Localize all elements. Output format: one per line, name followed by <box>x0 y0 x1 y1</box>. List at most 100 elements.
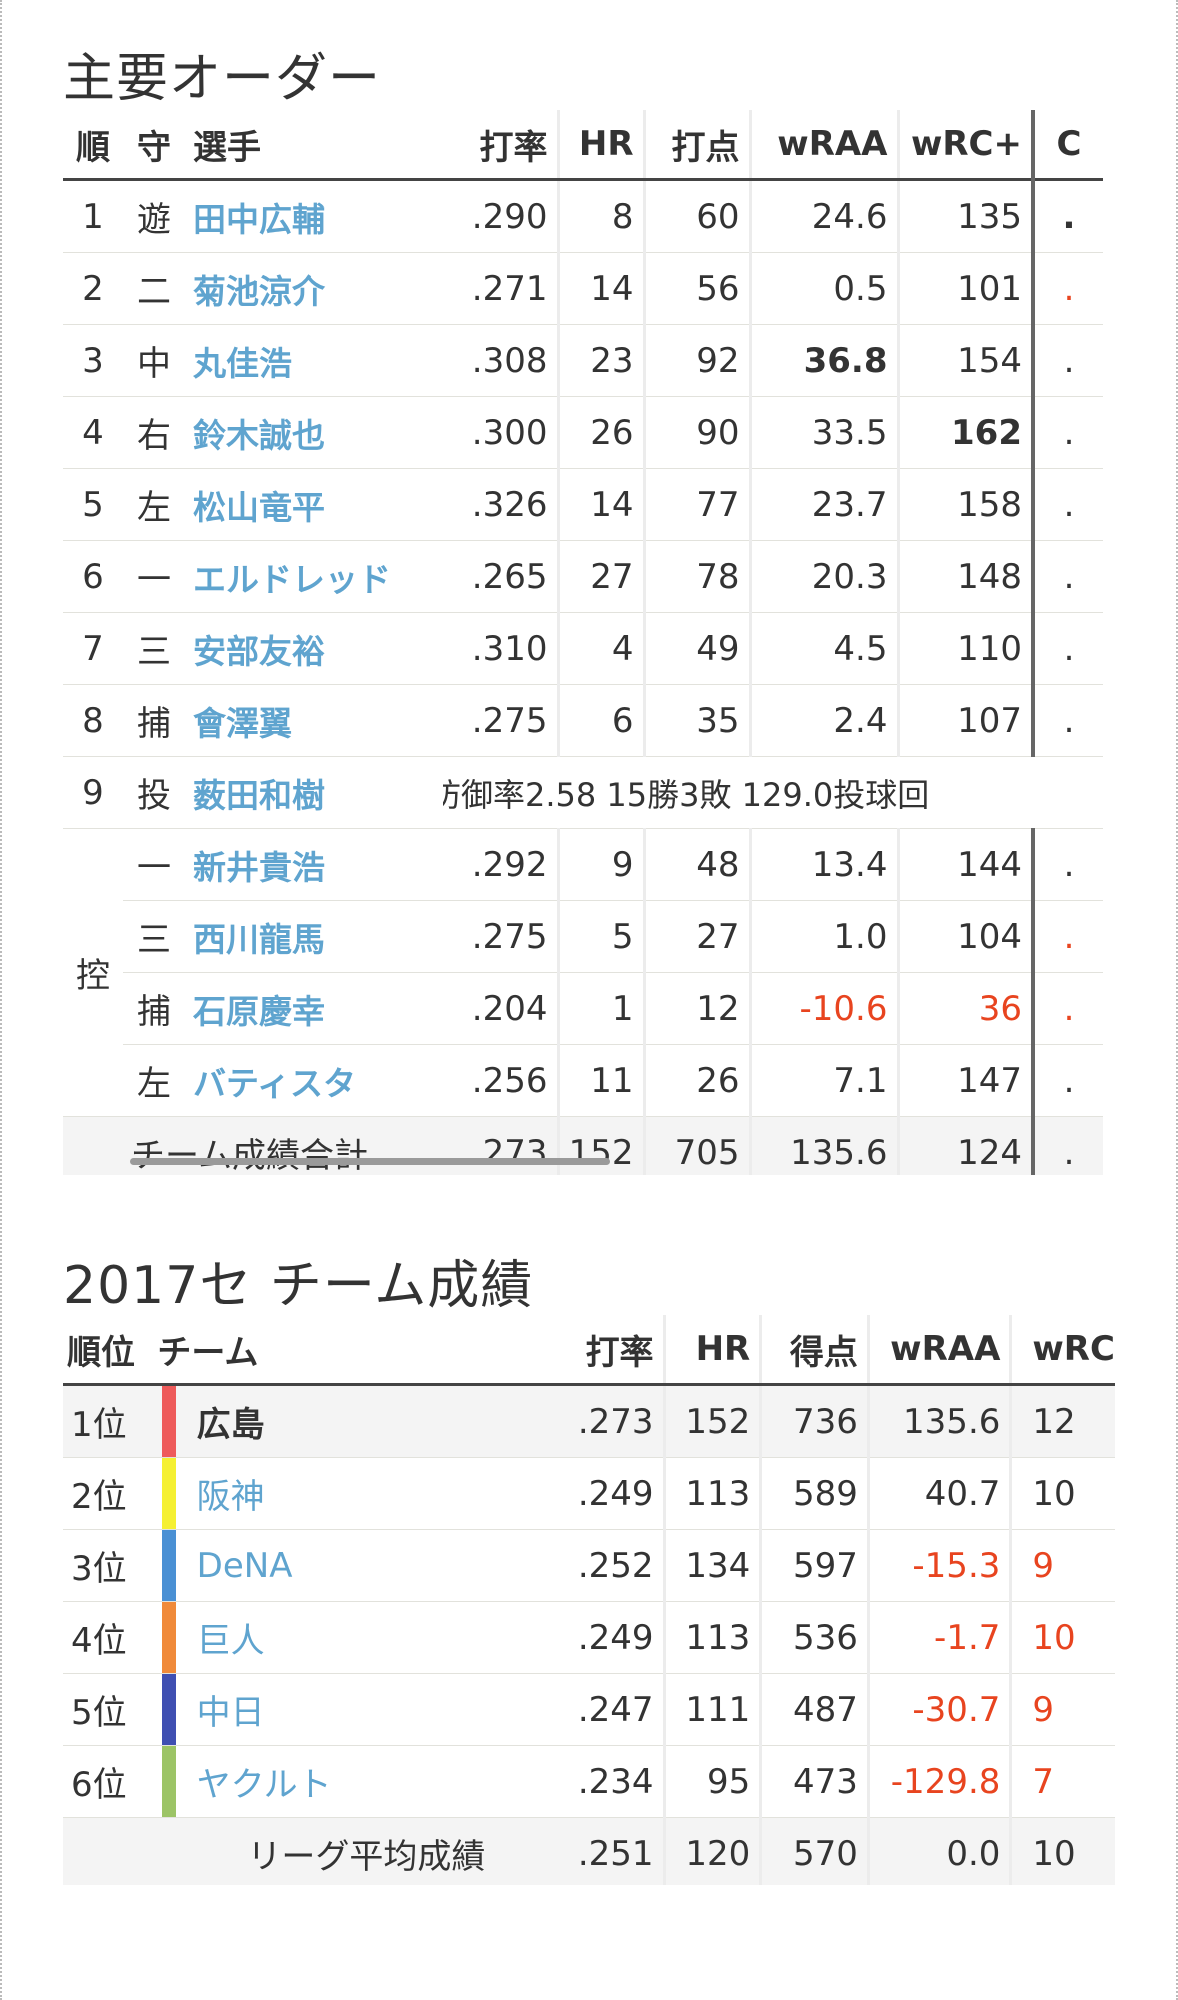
player-link[interactable]: 薮田和樹 <box>185 756 443 829</box>
avg-cell: .234 <box>556 1745 666 1818</box>
total-spacer <box>63 1116 123 1175</box>
wrc-plus-cell: 162 <box>898 396 1035 469</box>
player-link[interactable]: 安部友裕 <box>185 612 443 685</box>
wraa-cell: 4.5 <box>750 612 900 685</box>
position-cell: 一 <box>123 540 185 613</box>
player-link[interactable]: 田中広輔 <box>185 179 443 253</box>
team-color-swatch <box>155 1673 183 1746</box>
hr-cell: 27 <box>558 540 646 613</box>
player-link[interactable]: 松山竜平 <box>185 468 443 541</box>
team-link[interactable]: ヤクルト <box>182 1745 557 1818</box>
player-link[interactable]: 丸佳浩 <box>185 324 443 397</box>
team-link[interactable]: 中日 <box>182 1673 557 1746</box>
wraa-cell: 24.6 <box>750 179 900 253</box>
wrc-plus-cell: 147 <box>898 1044 1035 1117</box>
wraa-cell: 0.5 <box>750 252 900 325</box>
wraa-cell: 23.7 <box>750 468 900 541</box>
position-cell: 三 <box>123 900 185 973</box>
player-link[interactable]: 新井貴浩 <box>185 828 443 901</box>
wraa-cell: 40.7 <box>868 1457 1013 1530</box>
wrc-plus-cell: 144 <box>898 828 1035 901</box>
avg-cell: .271 <box>443 252 560 325</box>
order-cell: 2 <box>63 252 123 325</box>
position-cell: 三 <box>123 612 185 685</box>
wrc-cell: 7 <box>1010 1745 1115 1818</box>
wraa-cell: -30.7 <box>868 1673 1013 1746</box>
team-total-row: チーム成績合計 .273 152 705 135.6 124 . <box>63 1116 1103 1175</box>
standings-table-scroll-container[interactable]: 順位 チーム 打率 HR 得点 wRAA wRC 1位 広島 .273 152 … <box>63 1315 1115 1885</box>
team-color-bar <box>162 1746 177 1817</box>
team-color-swatch <box>155 1745 183 1818</box>
player-link[interactable]: バティスタ <box>185 1044 443 1117</box>
col-header-player: 選手 <box>185 110 443 181</box>
wrc-plus-cell: 148 <box>898 540 1035 613</box>
hr-cell: 23 <box>558 324 646 397</box>
pitcher-stats: 防御率2.58 15勝3敗 129.0投球回 <box>443 756 1103 829</box>
hr-cell: 113 <box>664 1601 763 1674</box>
rank-cell: 2位 <box>63 1457 156 1530</box>
wrc-cell: 10 <box>1010 1601 1115 1674</box>
col-header-extra: C <box>1033 110 1103 181</box>
player-link[interactable]: 石原慶幸 <box>185 972 443 1045</box>
col-header-wrc-plus: wRC+ <box>898 110 1035 181</box>
player-link[interactable]: エルドレッド <box>185 540 443 613</box>
position-cell: 遊 <box>123 179 185 253</box>
team-color-swatch <box>155 1529 183 1602</box>
wraa-cell: 36.8 <box>750 324 900 397</box>
col-header-runs: 得点 <box>760 1315 870 1386</box>
lineup-row: 4 右 鈴木誠也 .300 26 90 33.5 162 . <box>63 396 1103 469</box>
pitcher-row: 9 投 薮田和樹 防御率2.58 15勝3敗 129.0投球回 <box>63 756 1103 829</box>
extra-cell: . <box>1033 900 1103 973</box>
lineup-table-scroll-container[interactable]: 順 守 選手 打率 HR 打点 wRAA wRC+ C 1 遊 田中広輔 .29… <box>63 110 1115 1175</box>
lineup-row: 3 中 丸佳浩 .308 23 92 36.8 154 . <box>63 324 1103 397</box>
order-cell: 6 <box>63 540 123 613</box>
hr-cell: 9 <box>558 828 646 901</box>
player-link[interactable]: 鈴木誠也 <box>185 396 443 469</box>
position-cell: 投 <box>123 756 185 829</box>
rbi-cell: 26 <box>644 1044 752 1117</box>
team-color-bar <box>162 1674 177 1745</box>
player-link[interactable]: 菊池涼介 <box>185 252 443 325</box>
wraa-cell: 135.6 <box>868 1384 1013 1458</box>
col-header-order: 順 <box>63 110 123 181</box>
horizontal-scrollbar[interactable] <box>130 1158 610 1165</box>
hr-cell: 120 <box>664 1817 763 1885</box>
team-link[interactable]: 阪神 <box>182 1457 557 1530</box>
standings-row: 6位 ヤクルト .234 95 473 -129.8 7 <box>63 1745 1115 1818</box>
lineup-row: 5 左 松山竜平 .326 14 77 23.7 158 . <box>63 468 1103 541</box>
hr-cell: 113 <box>664 1457 763 1530</box>
league-average-label: リーグ平均成績 <box>155 1817 557 1885</box>
player-link[interactable]: 西川龍馬 <box>185 900 443 973</box>
rbi-cell: 12 <box>644 972 752 1045</box>
col-header-avg: 打率 <box>556 1315 666 1386</box>
wrc-plus-cell: 107 <box>898 684 1035 757</box>
team-color-swatch <box>155 1601 183 1674</box>
extra-cell: . <box>1033 684 1103 757</box>
team-link[interactable]: DeNA <box>182 1529 557 1602</box>
hr-cell: 11 <box>558 1044 646 1117</box>
player-link[interactable]: 會澤翼 <box>185 684 443 757</box>
wrc-plus-cell: 36 <box>898 972 1035 1045</box>
standings-header-row: 順位 チーム 打率 HR 得点 wRAA wRC <box>63 1315 1115 1386</box>
team-name: 広島 <box>182 1384 557 1458</box>
hr-cell: 26 <box>558 396 646 469</box>
hr-cell: 14 <box>558 468 646 541</box>
avg-cell: .310 <box>443 612 560 685</box>
rbi-cell: 90 <box>644 396 752 469</box>
wrc-cell: 10 <box>1010 1457 1115 1530</box>
team-link[interactable]: 巨人 <box>182 1601 557 1674</box>
runs-cell: 597 <box>760 1529 870 1602</box>
wrc-plus-cell: 104 <box>898 900 1035 973</box>
lineup-row: 7 三 安部友裕 .310 4 49 4.5 110 . <box>63 612 1103 685</box>
lineup-table: 順 守 選手 打率 HR 打点 wRAA wRC+ C 1 遊 田中広輔 .29… <box>63 110 1103 1175</box>
avg-cell: .249 <box>556 1457 666 1530</box>
wraa-cell: 1.0 <box>750 900 900 973</box>
wraa-cell: -15.3 <box>868 1529 1013 1602</box>
rbi-cell: 48 <box>644 828 752 901</box>
wrc-plus-cell: 101 <box>898 252 1035 325</box>
team-total-label: チーム成績合計 <box>123 1116 443 1175</box>
wrc-cell: 10 <box>1010 1817 1115 1885</box>
extra-cell: . <box>1033 252 1103 325</box>
col-header-position: 守 <box>123 110 185 181</box>
avg-cell: .247 <box>556 1673 666 1746</box>
